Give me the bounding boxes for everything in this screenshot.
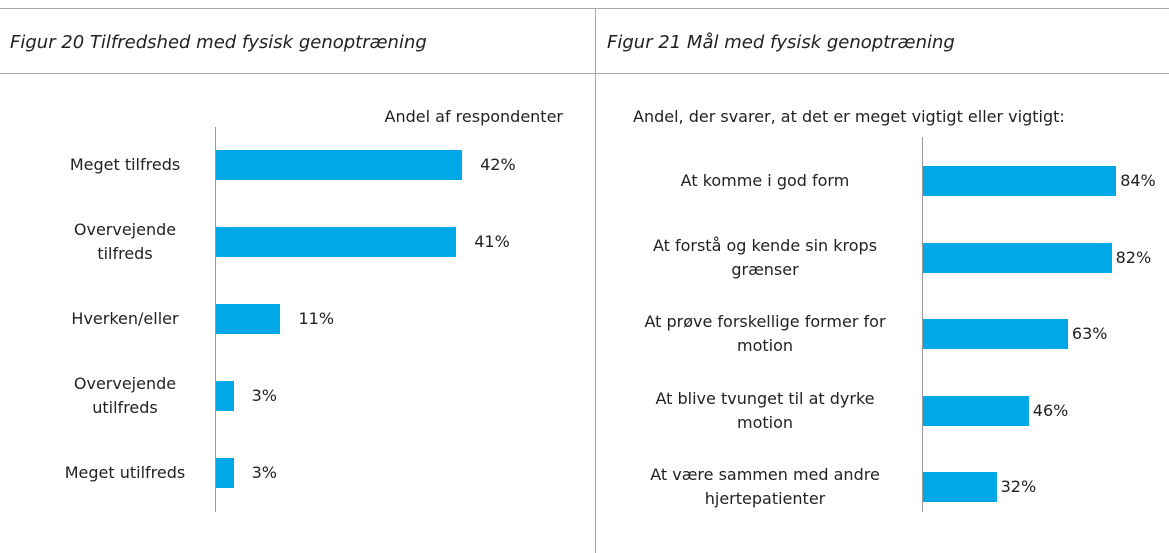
bar: [216, 227, 457, 257]
value-label: 46%: [1032, 400, 1069, 420]
chart-subtitle: Andel af respondenter: [384, 107, 563, 126]
category-label: Overvejende tilfreds: [73, 220, 177, 263]
axis-line: [215, 127, 216, 512]
header-rule: [0, 73, 1169, 74]
category-label: At være sammen med andre hjertepatienter: [650, 465, 880, 508]
bar: [923, 395, 1029, 426]
chart-title: Figur 21 Mål med fysisk genoptræning: [607, 32, 955, 53]
value-label: 41%: [474, 232, 510, 251]
bar: [923, 166, 1117, 196]
bar: [216, 381, 234, 411]
value-label: 3%: [251, 463, 277, 482]
value-label: 84%: [1120, 171, 1156, 190]
category-label: Meget tilfreds: [69, 155, 181, 174]
value-label: 82%: [1115, 247, 1152, 267]
divider: [595, 8, 596, 553]
chart-title: Figur 20 Tilfredshed med fysisk genoptræ…: [10, 32, 427, 53]
bar: [923, 319, 1068, 349]
category-label: At prøve forskellige former for motion: [644, 312, 886, 355]
bar: [216, 458, 234, 488]
value-label: 3%: [251, 386, 277, 405]
category-label: At forstå og kende sin krops grænser: [652, 235, 878, 279]
bar: [216, 304, 281, 334]
bar: [923, 472, 997, 502]
category-label: Hverken/eller: [71, 309, 179, 328]
value-label: 32%: [1000, 477, 1037, 496]
value-label: 63%: [1071, 324, 1108, 343]
bar: [923, 242, 1112, 273]
chart-subtitle: Andel, der svarer, at det er meget vigti…: [633, 107, 1065, 126]
category-label: Overvejende utilfreds: [73, 374, 177, 417]
category-label: Meget utilfreds: [64, 463, 186, 482]
axis-line: [922, 137, 923, 512]
category-label: At komme i god form: [680, 171, 850, 190]
category-label: At blive tvunget til at dyrke motion: [655, 388, 875, 432]
top-rule: [0, 8, 1169, 9]
value-label: 11%: [298, 309, 335, 328]
bar: [216, 150, 463, 180]
value-label: 42%: [480, 155, 516, 174]
